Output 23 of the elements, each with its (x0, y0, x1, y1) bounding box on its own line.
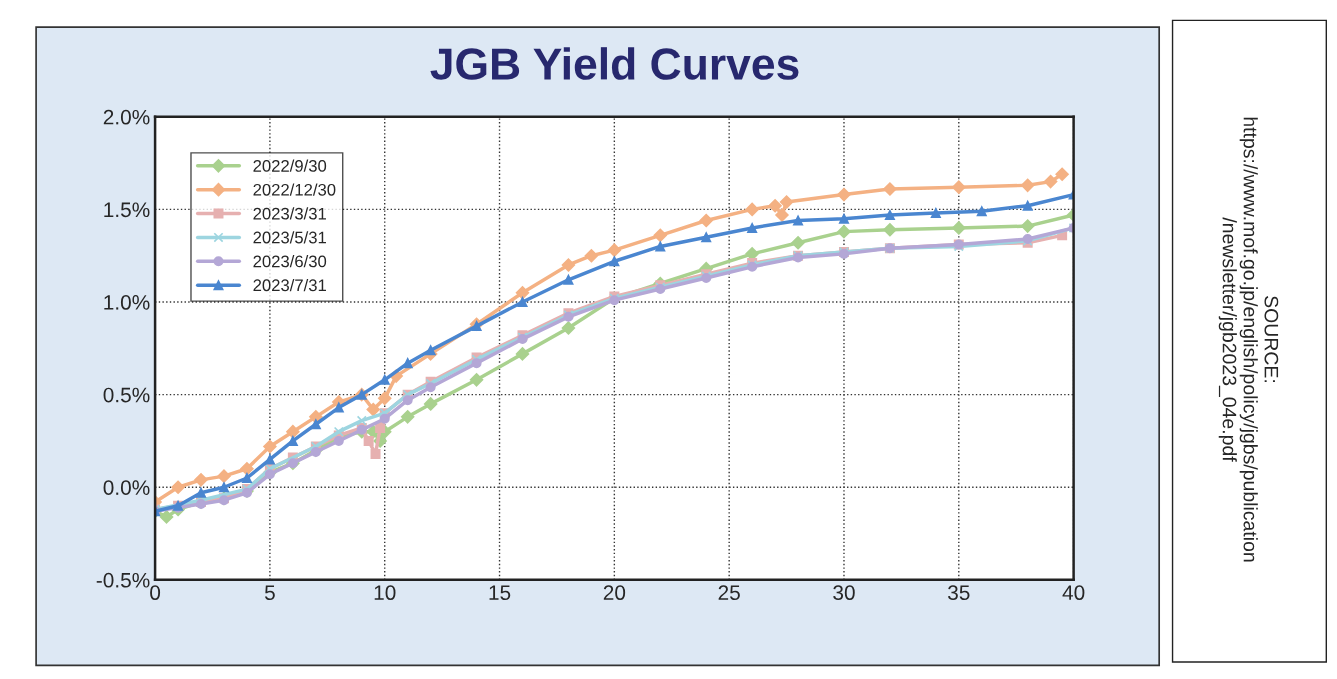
legend-label: 2023/6/30 (253, 255, 327, 268)
y-tick-label: 1.0% (104, 295, 150, 310)
legend-label: 2022/9/30 (253, 159, 327, 172)
y-tick-label: 2.0% (103, 109, 150, 125)
x-tick-label: 15 (489, 585, 511, 601)
x-tick-label: 10 (374, 585, 396, 601)
x-tick-label: 35 (948, 585, 970, 601)
x-tick-label: 40 (1062, 585, 1085, 601)
legend-label: 2023/5/31 (253, 231, 326, 244)
source-note: SOURCE: https://www.mof.go.jp/english/policy/jgbs/publication /newsletter/jgb2023_04e.pdf (1218, 117, 1279, 562)
x-tick-label: 5 (264, 585, 275, 601)
y-tick-label: 0.0% (103, 480, 150, 495)
legend-label: 2023/7/31 (253, 278, 326, 292)
chart-title: JGB Yield Curves (430, 47, 799, 80)
x-tick-label: 30 (833, 585, 855, 601)
x-tick-label: 20 (603, 585, 626, 601)
y-tick-label: 0.5% (103, 387, 150, 403)
legend-label: 2022/12/30 (253, 183, 336, 196)
y-tick-label: -0.5% (96, 572, 150, 588)
legend-label: 2023/3/31 (253, 207, 326, 220)
x-tick-label: 25 (718, 585, 740, 601)
x-tick-label: 0 (150, 585, 161, 601)
y-tick-label: 1.5% (104, 202, 150, 218)
